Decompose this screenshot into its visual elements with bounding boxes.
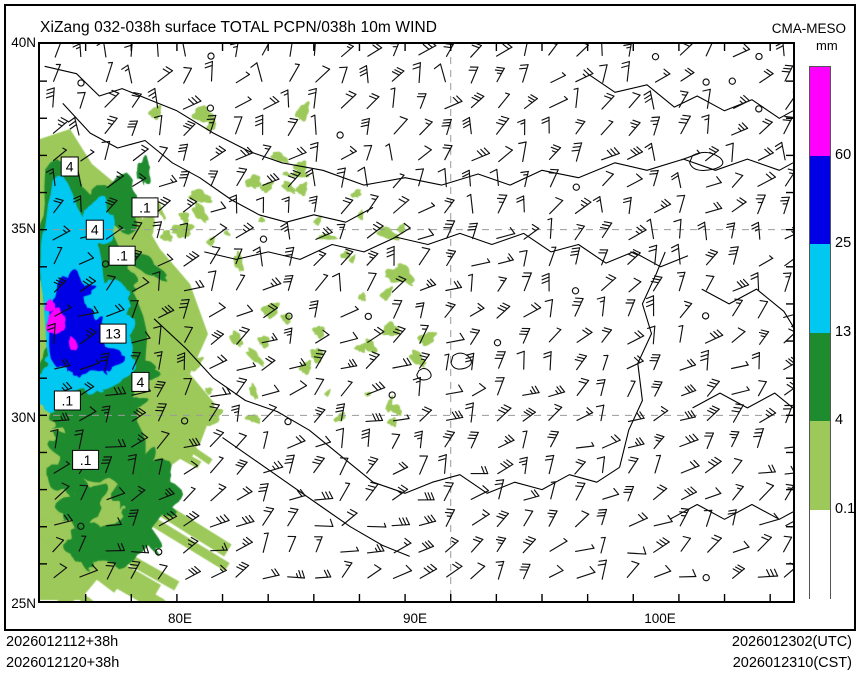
colorbar-band-5	[810, 509, 830, 599]
colorbar-band-3	[810, 332, 830, 422]
colorbar-band-2	[810, 244, 830, 333]
contour-label-box-2	[85, 219, 104, 240]
colorbar-band-1	[810, 155, 830, 245]
colorbar-band-0	[810, 67, 830, 156]
map-vector-layer: 4 .1 4 .1 13 4 .1 .1	[40, 44, 793, 601]
colorbar-band-4	[810, 421, 830, 510]
contour-label-box-4	[99, 323, 127, 344]
contour-label-7: .1	[80, 452, 92, 468]
axis-ticks	[40, 44, 793, 601]
contour-label-4: 13	[105, 326, 121, 342]
contour-label-box-5	[131, 371, 150, 392]
contour-label-5: 4	[137, 374, 145, 390]
xtick-90E: 90E	[402, 611, 428, 626]
contour-label-box-0	[60, 156, 79, 177]
wind-barb-layer	[45, 44, 793, 582]
contour-label-box-6	[53, 390, 81, 411]
footer-valid-time-utc: 2026012302(UTC)	[731, 634, 852, 650]
colorbar-tick-13: 13	[835, 323, 852, 340]
xtick-80E: 80E	[167, 611, 193, 626]
colorbar[interactable]	[809, 66, 831, 599]
footer-init-time-cst: 2026012120+38h	[6, 655, 120, 671]
page-border	[4, 4, 856, 631]
ytick-35N: 35N	[11, 221, 36, 236]
colorbar-tick-25: 25	[835, 235, 852, 251]
model-label: CMA-MESO	[771, 21, 846, 36]
colorbar-tick-60: 60	[835, 146, 852, 163]
map-gridlines	[40, 44, 793, 601]
footer-valid-time-cst: 2026012310(CST)	[732, 655, 852, 671]
footer-init-time-utc: 2026012112+38h	[6, 634, 119, 650]
contour-label-2: 4	[91, 222, 99, 238]
contour-label-3: .1	[116, 248, 128, 264]
administrative-boundaries	[44, 65, 793, 557]
contour-label-box-3	[108, 245, 136, 266]
contour-label-0: 4	[66, 159, 74, 175]
ytick-25N: 25N	[11, 596, 36, 611]
ytick-30N: 30N	[11, 410, 36, 425]
contour-label-1: .1	[139, 199, 151, 215]
precipitation-shading-layer	[40, 44, 793, 601]
colorbar-tick-0.1: 0.1	[835, 500, 856, 517]
ytick-40N: 40N	[11, 35, 36, 50]
contour-label-6: .1	[62, 393, 74, 409]
xtick-100E: 100E	[644, 611, 676, 626]
contour-labels: 4 .1 4 .1 13 4 .1 .1	[53, 156, 159, 470]
contour-label-box-7	[72, 449, 100, 470]
colorbar-tick-4: 4	[835, 412, 844, 428]
map-plot-area[interactable]: 4 .1 4 .1 13 4 .1 .1	[38, 42, 795, 603]
contour-label-box-1	[131, 197, 159, 218]
page-title: XiZang 032-038h surface TOTAL PCPN/038h …	[40, 19, 438, 36]
colorbar-unit-label: mm	[816, 38, 838, 53]
